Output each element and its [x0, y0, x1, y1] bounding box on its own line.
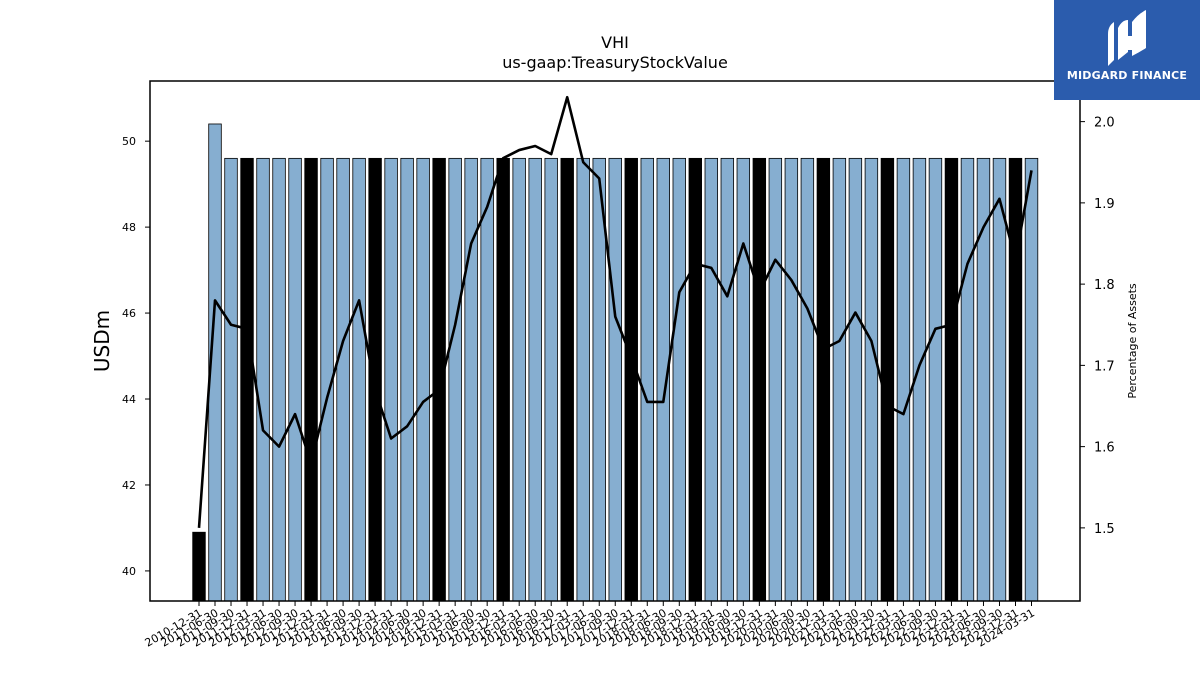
bar: [880, 157, 895, 602]
bar: [512, 157, 526, 602]
y-tick-label-left: 46: [122, 307, 136, 320]
bar: [480, 157, 494, 602]
bar: [896, 157, 911, 602]
bar: [784, 157, 799, 602]
bar: [464, 157, 478, 602]
y-axis-label-right: Percentage of Assets: [1126, 283, 1139, 399]
bar: [400, 157, 414, 602]
bar: [720, 157, 735, 602]
bar: [384, 157, 398, 602]
bar: [288, 157, 302, 602]
bar: [944, 157, 959, 602]
bar: [224, 157, 238, 602]
bar: [496, 157, 510, 602]
y-axis-left: 40 42 44 46 48 50: [122, 135, 150, 578]
chart-title: VHI: [601, 33, 629, 52]
bar: [736, 157, 751, 602]
bar: [816, 157, 831, 602]
bar: [960, 157, 975, 602]
chart-subtitle: us-gaap:TreasuryStockValue: [502, 53, 728, 72]
bar: [848, 157, 863, 602]
bar: [240, 157, 254, 602]
bar: [304, 157, 318, 602]
bar: [192, 531, 206, 602]
y-tick-label-right: 1.8: [1094, 278, 1115, 293]
bar: [704, 157, 719, 602]
y-tick-label-right: 1.9: [1094, 197, 1115, 212]
midgard-logo-icon: [1108, 10, 1146, 66]
y-tick-label-right: 2.0: [1094, 116, 1115, 131]
y-tick-label-right: 1.7: [1094, 359, 1115, 374]
bar: [416, 157, 430, 602]
y-axis-right: 1.5 1.6 1.7 1.8 1.9 2.0: [1080, 116, 1115, 537]
bar: [800, 157, 815, 602]
bar: [992, 157, 1007, 602]
y-tick-label-right: 1.6: [1094, 441, 1115, 456]
y-tick-label-left: 50: [122, 135, 136, 148]
brand-name: MIDGARD FINANCE: [1066, 69, 1188, 82]
bar: [336, 157, 350, 602]
y-tick-label-right: 1.5: [1094, 522, 1115, 537]
line-layer: [197, 95, 1033, 528]
bar: [528, 157, 542, 602]
bar: [752, 157, 767, 602]
y-tick-label-left: 44: [122, 393, 136, 406]
x-axis: 2010-12-312011-06-302011-09-302011-12-31…: [143, 601, 1037, 650]
bar: [544, 157, 558, 602]
bar: [560, 157, 574, 602]
y-tick-label-left: 40: [122, 565, 136, 578]
bar: [672, 157, 686, 602]
bar: [768, 157, 783, 602]
bar: [432, 157, 446, 602]
bar: [352, 157, 366, 602]
bar: [256, 157, 270, 602]
bar: [832, 157, 847, 602]
y-axis-label-left: USDm: [90, 310, 114, 372]
brand-logo: MIDGARD FINANCE: [1054, 0, 1200, 100]
bar: [624, 157, 638, 602]
bar: [1024, 157, 1039, 602]
bar: [640, 157, 654, 602]
series-line: [197, 95, 1033, 528]
bar: [1008, 157, 1023, 602]
bar: [368, 157, 382, 602]
bar: [448, 157, 462, 602]
bar: [272, 157, 286, 602]
bar: [608, 157, 622, 602]
y-tick-label-left: 48: [122, 221, 136, 234]
bar: [688, 157, 703, 602]
bar: [928, 157, 943, 602]
bar: [864, 157, 879, 602]
bar: [576, 157, 590, 602]
y-tick-label-left: 42: [122, 479, 136, 492]
